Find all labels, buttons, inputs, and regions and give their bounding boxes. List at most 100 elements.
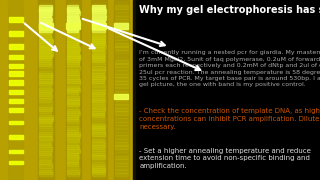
- Bar: [39, 168, 51, 172]
- Bar: [67, 79, 80, 83]
- Bar: [66, 0, 81, 180]
- Bar: [115, 125, 128, 129]
- Bar: [67, 24, 79, 28]
- Bar: [92, 160, 104, 164]
- Bar: [92, 130, 105, 134]
- Bar: [39, 52, 52, 56]
- Bar: [39, 149, 52, 153]
- Bar: [92, 134, 105, 138]
- Bar: [67, 158, 78, 162]
- Bar: [115, 46, 128, 50]
- Bar: [39, 23, 53, 29]
- Bar: [67, 64, 79, 68]
- Bar: [39, 107, 52, 111]
- Bar: [67, 96, 79, 100]
- Bar: [115, 135, 128, 139]
- Bar: [115, 50, 128, 53]
- Bar: [39, 136, 52, 140]
- Bar: [92, 147, 105, 151]
- Bar: [67, 139, 79, 143]
- Bar: [92, 50, 105, 53]
- Bar: [67, 58, 79, 62]
- Bar: [92, 109, 105, 113]
- Bar: [39, 60, 52, 64]
- Bar: [115, 12, 128, 16]
- Bar: [67, 16, 78, 20]
- Bar: [92, 120, 104, 123]
- Bar: [67, 117, 78, 121]
- Bar: [67, 145, 79, 149]
- Bar: [115, 152, 128, 156]
- Bar: [115, 91, 128, 94]
- Bar: [92, 117, 105, 121]
- Bar: [115, 118, 128, 122]
- Bar: [39, 14, 51, 17]
- Bar: [92, 88, 105, 92]
- Bar: [39, 81, 52, 85]
- Bar: [115, 173, 128, 176]
- Bar: [39, 88, 52, 92]
- Bar: [39, 11, 52, 15]
- Bar: [39, 7, 52, 11]
- Bar: [39, 166, 52, 170]
- Bar: [39, 156, 52, 159]
- Bar: [67, 113, 79, 117]
- Bar: [67, 105, 78, 109]
- Bar: [115, 115, 128, 118]
- Bar: [92, 45, 106, 49]
- Bar: [92, 172, 105, 176]
- Bar: [67, 90, 78, 94]
- Bar: [115, 33, 128, 36]
- Bar: [115, 166, 128, 170]
- Bar: [92, 69, 105, 73]
- Bar: [39, 143, 51, 147]
- Bar: [67, 143, 78, 147]
- Bar: [67, 47, 80, 51]
- Bar: [67, 30, 79, 34]
- Bar: [92, 54, 104, 58]
- Bar: [115, 5, 128, 9]
- Bar: [92, 64, 105, 68]
- Bar: [39, 145, 52, 149]
- Bar: [115, 57, 128, 60]
- Bar: [39, 160, 51, 164]
- Bar: [67, 56, 80, 60]
- Bar: [39, 111, 52, 115]
- Bar: [9, 64, 23, 68]
- Bar: [67, 147, 79, 151]
- Bar: [67, 22, 79, 26]
- Text: - Set a higher annealing temperature and reduce
extension time to avoid non-spec: - Set a higher annealing temperature and…: [139, 148, 311, 169]
- Bar: [67, 33, 79, 37]
- Bar: [39, 90, 51, 94]
- Bar: [92, 18, 105, 22]
- Bar: [66, 23, 80, 29]
- Bar: [67, 73, 79, 77]
- Bar: [67, 107, 79, 111]
- Bar: [92, 73, 105, 77]
- Bar: [92, 156, 105, 159]
- Bar: [39, 122, 51, 125]
- Bar: [92, 86, 105, 89]
- Bar: [92, 132, 105, 136]
- Bar: [39, 50, 51, 53]
- Bar: [92, 92, 104, 96]
- Bar: [39, 98, 51, 102]
- Bar: [39, 79, 52, 83]
- Bar: [39, 139, 53, 143]
- Bar: [67, 75, 79, 79]
- Bar: [115, 60, 128, 64]
- Bar: [39, 22, 52, 26]
- Bar: [67, 153, 78, 157]
- Bar: [9, 44, 23, 49]
- Bar: [67, 52, 79, 56]
- Bar: [67, 162, 78, 166]
- Bar: [39, 43, 51, 47]
- Bar: [115, 53, 128, 57]
- Bar: [92, 113, 104, 117]
- Bar: [92, 126, 104, 130]
- Bar: [39, 147, 52, 151]
- Bar: [67, 100, 79, 104]
- Bar: [115, 101, 128, 105]
- Bar: [39, 132, 52, 136]
- Bar: [92, 111, 104, 115]
